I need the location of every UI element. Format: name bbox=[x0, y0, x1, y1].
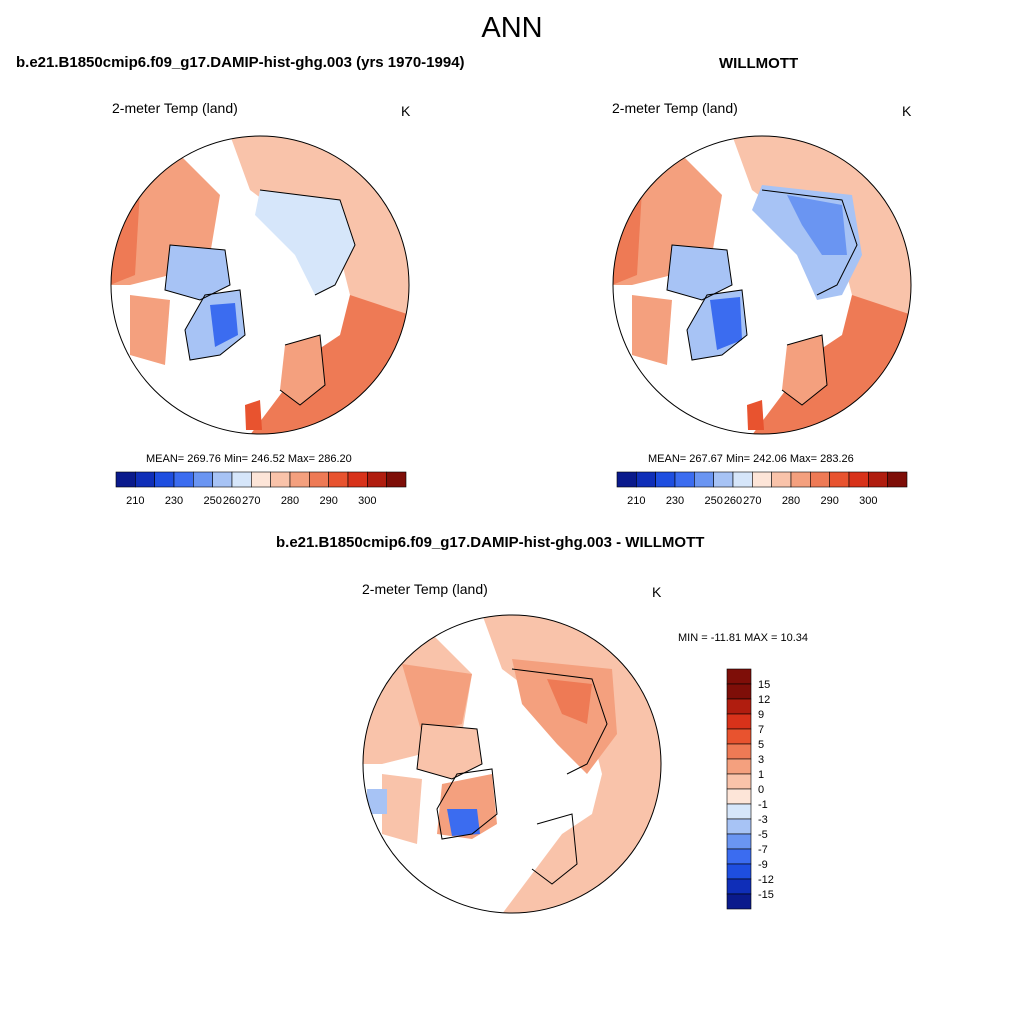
colorbar-box bbox=[154, 471, 175, 488]
colorbar-box bbox=[726, 728, 752, 745]
colorbar-box bbox=[674, 471, 695, 488]
panel-2-stats: MEAN= 267.67 Min= 242.06 Max= 283.26 bbox=[648, 453, 854, 465]
colorbar-tick-label: 12 bbox=[758, 694, 770, 706]
colorbar-tick-label: 230 bbox=[165, 495, 183, 507]
panel-3-variable-label: 2-meter Temp (land) bbox=[362, 581, 488, 597]
colorbar-tick-label: -15 bbox=[758, 889, 774, 901]
colorbar-tick-label: 290 bbox=[319, 495, 337, 507]
colorbar-tick-label: 15 bbox=[758, 679, 770, 691]
colorbar-box bbox=[726, 698, 752, 715]
colorbar-box bbox=[251, 471, 271, 488]
colorbar-tick-label: 260 bbox=[223, 495, 241, 507]
panel-1-variable-label: 2-meter Temp (land) bbox=[112, 100, 238, 116]
colorbar-box bbox=[115, 471, 136, 488]
colorbar-box bbox=[726, 803, 752, 820]
panel-2-title: WILLMOTT bbox=[719, 55, 799, 72]
colorbar-box bbox=[726, 743, 752, 760]
colorbar-box bbox=[726, 713, 752, 730]
colorbar-tick-label: 0 bbox=[758, 784, 764, 796]
panel-1-units-label: K bbox=[401, 103, 411, 119]
colorbar-box bbox=[726, 893, 752, 910]
colorbar-box bbox=[616, 471, 637, 488]
colorbar-box bbox=[309, 471, 329, 488]
colorbar-tick-label: 250 bbox=[704, 495, 722, 507]
colorbar-tick-label: 250 bbox=[203, 495, 221, 507]
colorbar-box bbox=[212, 471, 233, 488]
colorbar-box bbox=[726, 668, 752, 685]
colorbar-box bbox=[726, 773, 752, 790]
panel-3-stats: MIN = -11.81 MAX = 10.34 bbox=[678, 632, 809, 644]
colorbar-tick-label: 1 bbox=[758, 769, 764, 781]
colorbar-box bbox=[726, 878, 752, 895]
colorbar-tick-label: 210 bbox=[126, 495, 144, 507]
panel-1-colorbar: 210 230 250 260 270 280 290 300 bbox=[115, 471, 407, 507]
colorbar-tick-label: 290 bbox=[820, 495, 838, 507]
colorbar-box bbox=[810, 471, 830, 488]
colorbar-tick-label: 280 bbox=[281, 495, 299, 507]
colorbar-tick-label: 270 bbox=[743, 495, 761, 507]
colorbar-box bbox=[135, 471, 155, 488]
colorbar-box bbox=[726, 848, 752, 865]
colorbar-box bbox=[726, 788, 752, 805]
panel-2-units-label: K bbox=[902, 103, 912, 119]
colorbar-tick-label: -3 bbox=[758, 814, 768, 826]
panel-1-polar-map bbox=[110, 135, 410, 435]
colorbar-box bbox=[726, 863, 752, 880]
colorbar-tick-label: -5 bbox=[758, 829, 768, 841]
colorbar-box bbox=[771, 471, 792, 488]
colorbar-box bbox=[636, 471, 656, 488]
colorbar-box bbox=[655, 471, 676, 488]
colorbar-box bbox=[732, 471, 753, 488]
colorbar-box bbox=[694, 471, 714, 488]
colorbar-box bbox=[289, 471, 310, 488]
colorbar-tick-label: 300 bbox=[358, 495, 376, 507]
colorbar-box bbox=[193, 471, 213, 488]
colorbar-box bbox=[173, 471, 194, 488]
colorbar-tick-label: 5 bbox=[758, 739, 764, 751]
colorbar-tick-label: -7 bbox=[758, 844, 768, 856]
colorbar-tick-label: 300 bbox=[859, 495, 877, 507]
panel-2-polar-map bbox=[612, 135, 912, 435]
colorbar-box bbox=[328, 471, 349, 488]
colorbar-tick-label: 230 bbox=[666, 495, 684, 507]
panel-1-stats: MEAN= 269.76 Min= 246.52 Max= 286.20 bbox=[146, 453, 352, 465]
colorbar-tick-label: 270 bbox=[242, 495, 260, 507]
panel-2-colorbar: 210 230 250 260 270 280 290 300 bbox=[616, 471, 908, 507]
colorbar-box bbox=[726, 683, 752, 700]
colorbar-tick-label: -1 bbox=[758, 799, 768, 811]
panel-1-title: b.e21.B1850cmip6.f09_g17.DAMIP-hist-ghg.… bbox=[16, 54, 465, 71]
colorbar-box bbox=[726, 818, 752, 835]
colorbar-box bbox=[868, 471, 888, 488]
colorbar-box bbox=[386, 471, 407, 488]
colorbar-box bbox=[367, 471, 387, 488]
colorbar-tick-label: 280 bbox=[782, 495, 800, 507]
colorbar-tick-label: -9 bbox=[758, 859, 768, 871]
main-title: ANN bbox=[481, 12, 543, 44]
colorbar-box bbox=[752, 471, 772, 488]
panel-3-polar-map bbox=[362, 614, 662, 914]
colorbar-tick-label: 7 bbox=[758, 724, 764, 736]
colorbar-tick-label: -12 bbox=[758, 874, 774, 886]
colorbar-tick-label: 210 bbox=[627, 495, 645, 507]
colorbar-tick-label: 3 bbox=[758, 754, 764, 766]
colorbar-box bbox=[829, 471, 850, 488]
colorbar-box bbox=[726, 833, 752, 850]
colorbar-box bbox=[790, 471, 811, 488]
colorbar-box bbox=[270, 471, 291, 488]
colorbar-box bbox=[887, 471, 908, 488]
panel-2-variable-label: 2-meter Temp (land) bbox=[612, 100, 738, 116]
panel-3-units-label: K bbox=[652, 584, 662, 600]
colorbar-box bbox=[726, 758, 752, 775]
colorbar-box bbox=[713, 471, 734, 488]
panel-3-colorbar: 15 12 9 7 5 3 1 0 -1 -3 -5 -7 -9 -12 -15 bbox=[726, 668, 774, 910]
colorbar-box bbox=[231, 471, 252, 488]
colorbar-tick-label: 260 bbox=[724, 495, 742, 507]
colorbar-tick-label: 9 bbox=[758, 709, 764, 721]
panel-3-title: b.e21.B1850cmip6.f09_g17.DAMIP-hist-ghg.… bbox=[276, 534, 705, 551]
colorbar-box bbox=[848, 471, 869, 488]
colorbar-box bbox=[347, 471, 368, 488]
